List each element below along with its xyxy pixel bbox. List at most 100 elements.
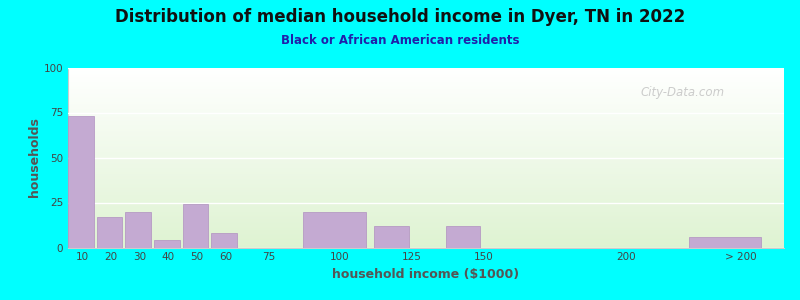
Bar — [68, 154, 784, 155]
Bar — [68, 121, 784, 122]
Bar — [68, 68, 784, 69]
Bar — [68, 231, 784, 232]
Bar — [68, 184, 784, 185]
Bar — [68, 212, 784, 213]
Bar — [68, 189, 784, 190]
Bar — [68, 229, 784, 230]
Bar — [126, 212, 151, 248]
Bar — [68, 216, 784, 217]
Bar — [68, 152, 784, 153]
Bar — [68, 208, 784, 209]
Bar — [68, 195, 784, 196]
Bar — [68, 175, 784, 176]
Bar — [68, 133, 784, 134]
Bar — [68, 238, 784, 239]
Bar — [68, 167, 784, 168]
Bar — [68, 226, 784, 227]
Bar — [68, 245, 784, 246]
Bar — [68, 190, 784, 191]
Bar — [68, 134, 784, 135]
Bar — [68, 203, 784, 204]
Bar — [68, 168, 784, 169]
Bar — [68, 219, 784, 220]
Bar — [68, 157, 784, 158]
Bar — [68, 104, 784, 105]
Bar — [68, 125, 784, 126]
Bar — [68, 122, 784, 123]
Bar — [68, 215, 784, 216]
Bar — [68, 114, 784, 115]
Text: City-Data.com: City-Data.com — [641, 85, 725, 98]
Bar — [68, 135, 784, 136]
Bar — [68, 81, 784, 82]
Bar — [68, 143, 784, 144]
Bar — [68, 123, 784, 124]
Bar — [68, 179, 784, 180]
Bar — [68, 171, 784, 172]
Bar — [68, 79, 784, 80]
Bar — [68, 85, 784, 86]
Bar — [68, 204, 784, 205]
Bar — [68, 177, 784, 178]
Bar — [68, 105, 784, 106]
Bar — [68, 169, 784, 170]
Bar — [68, 224, 784, 225]
Bar — [68, 178, 784, 179]
Bar — [68, 214, 784, 215]
Bar — [68, 197, 784, 198]
Bar — [68, 127, 784, 128]
Bar — [68, 103, 784, 104]
Bar — [68, 87, 784, 88]
Bar — [68, 236, 784, 237]
Bar — [68, 126, 784, 127]
Bar — [68, 192, 784, 193]
Bar — [68, 97, 784, 98]
Bar — [68, 244, 784, 245]
Bar — [68, 98, 784, 99]
Bar — [68, 89, 784, 90]
Bar — [68, 88, 784, 89]
Bar — [68, 156, 784, 157]
Bar — [68, 241, 784, 242]
Bar — [68, 86, 784, 87]
Y-axis label: households: households — [28, 118, 41, 197]
Bar — [182, 204, 208, 248]
Bar — [68, 211, 784, 212]
Bar — [68, 160, 784, 161]
Bar — [68, 69, 784, 70]
Bar — [68, 92, 784, 93]
Bar — [68, 116, 94, 248]
Bar — [68, 71, 784, 72]
Bar — [68, 76, 784, 77]
Bar — [68, 144, 784, 145]
Bar — [68, 128, 784, 129]
Bar — [68, 101, 784, 102]
Bar — [68, 206, 784, 207]
Bar — [68, 118, 784, 119]
Bar — [68, 106, 784, 107]
Bar — [68, 207, 784, 208]
Text: Black or African American residents: Black or African American residents — [281, 34, 519, 47]
Bar — [68, 84, 784, 85]
Bar — [68, 139, 784, 140]
Bar — [690, 237, 761, 248]
Bar — [68, 188, 784, 189]
Bar — [68, 237, 784, 238]
Bar — [68, 137, 784, 138]
Bar — [68, 202, 784, 203]
Bar — [68, 95, 784, 96]
Bar — [68, 193, 784, 194]
Bar — [68, 181, 784, 182]
Bar — [68, 74, 784, 75]
Bar — [68, 196, 784, 197]
Bar — [68, 213, 784, 214]
Bar — [68, 220, 784, 221]
Bar — [68, 78, 784, 79]
Bar — [68, 225, 784, 226]
Bar — [303, 212, 366, 248]
Bar — [68, 116, 784, 117]
Bar — [68, 164, 784, 165]
Bar — [68, 191, 784, 192]
Bar — [68, 173, 784, 174]
Bar — [68, 200, 784, 201]
